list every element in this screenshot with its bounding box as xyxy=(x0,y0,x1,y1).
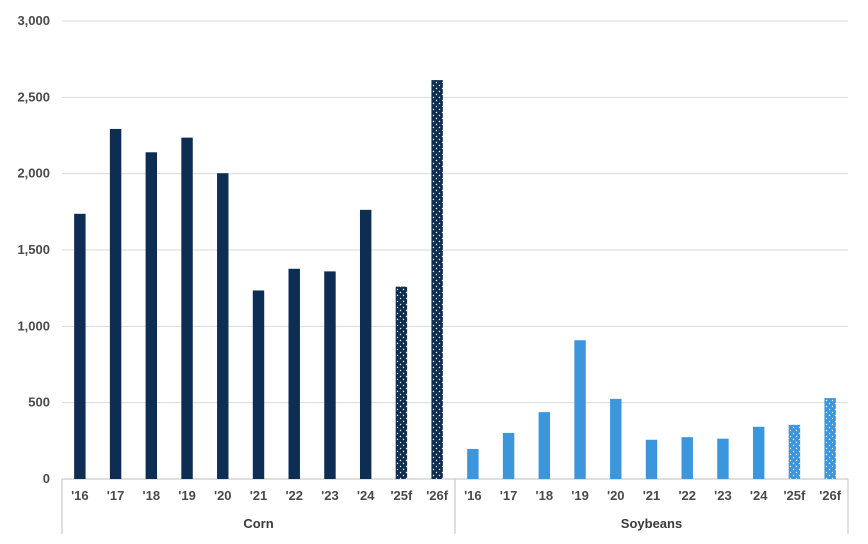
bar-soybeans-9 xyxy=(788,424,801,479)
bar-corn-3 xyxy=(181,137,193,479)
x-tick-label: '20 xyxy=(214,488,232,503)
y-tick-label: 1,000 xyxy=(17,318,50,333)
bar-corn-6 xyxy=(288,268,300,479)
x-tick-label: '22 xyxy=(678,488,696,503)
bar-soybeans-5 xyxy=(645,439,658,479)
bar-soybeans-8 xyxy=(752,426,765,479)
x-tick-label: '23 xyxy=(321,488,339,503)
x-tick-label: '20 xyxy=(607,488,625,503)
bar-corn-0 xyxy=(74,213,86,479)
x-tick-label: '26f xyxy=(426,488,449,503)
bar-soybeans-0 xyxy=(467,448,479,479)
bar-corn-5 xyxy=(252,290,265,479)
y-tick-label: 2,000 xyxy=(17,166,50,181)
x-tick-label: '19 xyxy=(571,488,589,503)
y-axis: 0 500 1,000 1,500 2,000 2,500 3,000 xyxy=(17,13,50,486)
x-tick-label: '22 xyxy=(285,488,303,503)
y-tick-label: 2,500 xyxy=(17,89,50,104)
bar-soybeans-6 xyxy=(681,437,693,479)
bar-corn-4 xyxy=(217,173,229,479)
bar-soybeans-7 xyxy=(717,438,729,479)
x-tick-label: '25f xyxy=(783,488,806,503)
x-tick-label: '25f xyxy=(390,488,413,503)
group-label-corn: Corn xyxy=(243,516,273,531)
bar-soybeans-3 xyxy=(574,340,586,479)
bar-corn-2 xyxy=(145,152,158,479)
bars xyxy=(74,80,836,479)
bar-soybeans-10 xyxy=(824,398,836,479)
x-tick-label: '24 xyxy=(357,488,375,503)
x-tick-label: '16 xyxy=(464,488,482,503)
bar-corn-8 xyxy=(359,209,372,479)
x-tick-label: '21 xyxy=(250,488,268,503)
bar-soybeans-4 xyxy=(610,398,622,479)
x-axis: '16 '17 '18 '19 '20 '21 '22 '23 '24 '25f '26f Corn '… xyxy=(61,479,849,534)
bar-soybeans-2 xyxy=(538,412,551,479)
x-tick-label: '18 xyxy=(143,488,161,503)
x-tick-label: '18 xyxy=(536,488,554,503)
bar-corn-10 xyxy=(431,80,443,479)
bar-corn-9 xyxy=(395,286,408,479)
bar-corn-7 xyxy=(324,271,336,479)
y-tick-label: 1,500 xyxy=(17,242,50,257)
bar-corn-1 xyxy=(109,128,122,479)
x-tick-label: '23 xyxy=(714,488,732,503)
y-tick-label: 0 xyxy=(43,471,50,486)
x-tick-label: '16 xyxy=(71,488,89,503)
x-tick-label: '17 xyxy=(107,488,125,503)
bar-soybeans-1 xyxy=(502,432,515,479)
x-tick-label: '19 xyxy=(178,488,196,503)
gridlines xyxy=(62,20,848,480)
y-tick-label: 3,000 xyxy=(17,13,50,28)
x-tick-label: '24 xyxy=(750,488,768,503)
x-tick-label: '21 xyxy=(643,488,661,503)
y-tick-label: 500 xyxy=(28,395,50,410)
group-label-soybeans: Soybeans xyxy=(621,516,682,531)
x-tick-label: '26f xyxy=(819,488,842,503)
x-tick-label: '17 xyxy=(500,488,518,503)
